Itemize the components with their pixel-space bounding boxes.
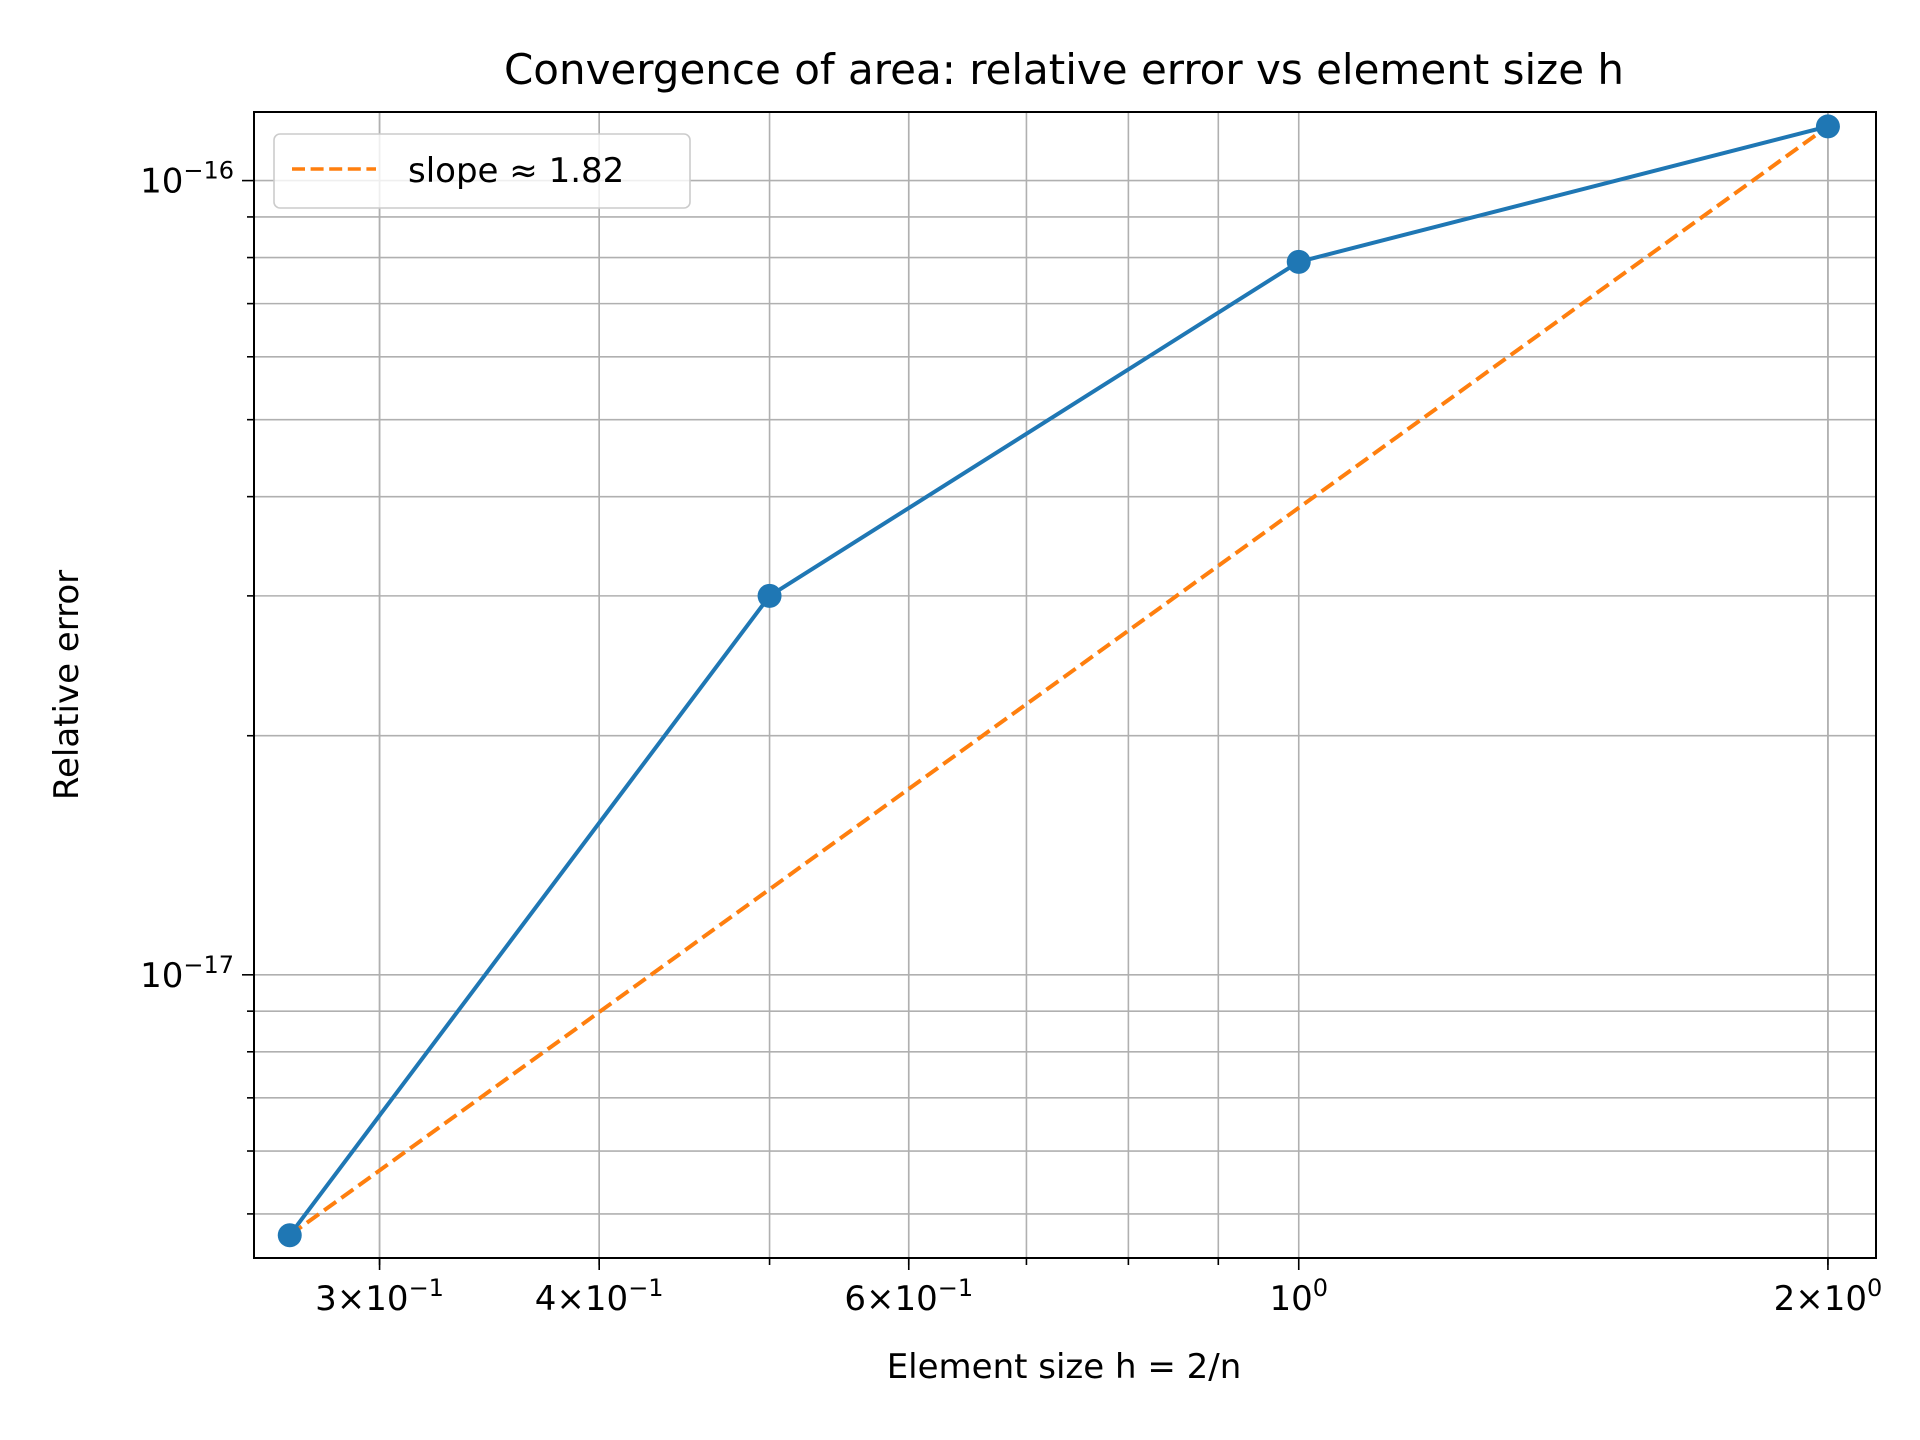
axis-ticks <box>242 179 1829 1270</box>
plot-series <box>277 114 1840 1248</box>
plot-frame <box>253 111 1877 1259</box>
x-tick-label: 6×10−1 <box>844 1274 973 1319</box>
error-data-point <box>277 1223 302 1248</box>
slope-fit-dashed-line <box>288 124 1830 1237</box>
x-tick-label: 2×100 <box>1774 1274 1883 1319</box>
y-tick-label: 10−16 <box>140 157 234 202</box>
error-data-point <box>1815 114 1840 139</box>
x-tick-label: 3×10−1 <box>315 1274 444 1319</box>
x-axis-label: Element size h = 2/n <box>887 1347 1242 1387</box>
legend: slope ≈ 1.82 <box>273 133 691 209</box>
x-tick-label: 100 <box>1269 1274 1328 1319</box>
error-data-point <box>1286 249 1311 274</box>
error-data-point <box>757 583 782 608</box>
grid-lines <box>254 112 1876 1258</box>
error-series-line <box>288 124 1829 1237</box>
legend-box <box>273 133 691 209</box>
y-axis-label: Relative error <box>47 570 87 800</box>
tick-labels: 3×10−1 4×10−1 6×10−1 100 2×100 10−17 10−16 <box>140 157 1882 1319</box>
legend-entry-slope: slope ≈ 1.82 <box>408 151 624 191</box>
chart-title: Convergence of area: relative error vs e… <box>504 45 1624 94</box>
y-tick-label: 10−17 <box>140 951 234 996</box>
x-tick-label: 4×10−1 <box>535 1274 664 1319</box>
